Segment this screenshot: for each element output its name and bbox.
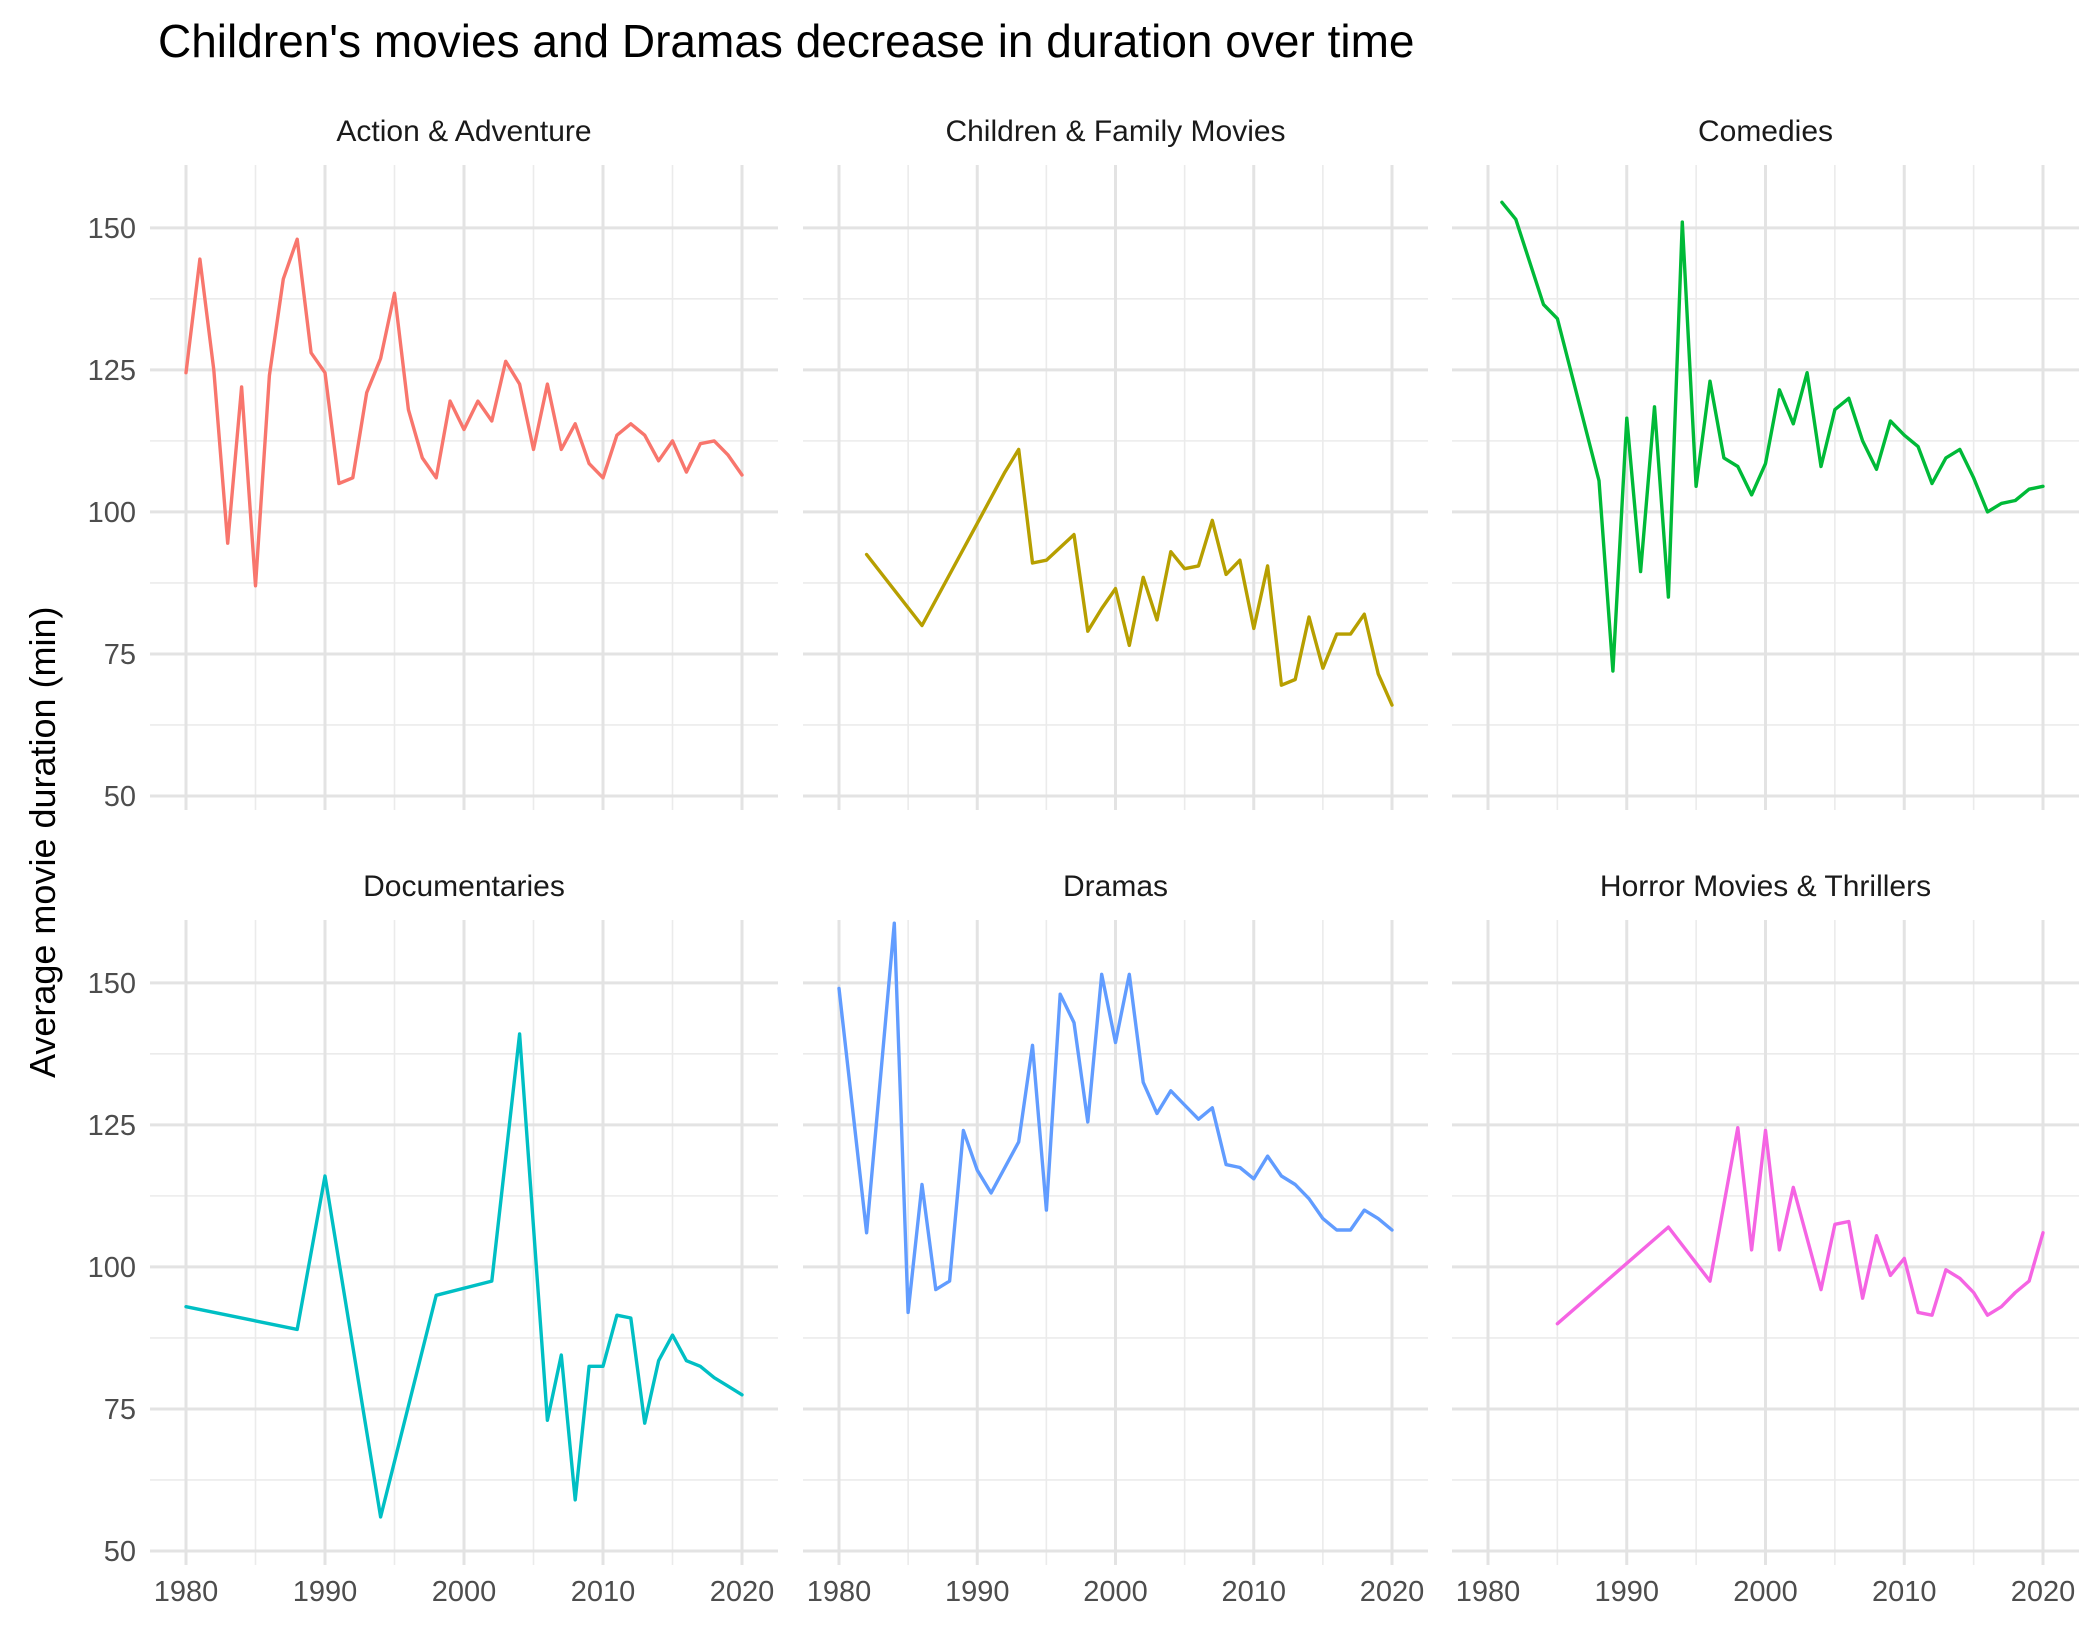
x-tick-label: 2020 [710,1576,775,1608]
x-tick-label: 2020 [2011,1576,2076,1608]
x-tick-label: 2000 [432,1576,497,1608]
facet-strip-label: Documentaries [363,870,565,903]
x-tick-label: 2000 [1733,1576,1798,1608]
x-tick-label: 1990 [293,1576,358,1608]
y-tick-label: 125 [88,355,136,387]
x-tick-label: 1980 [154,1576,219,1608]
series-line [184,1032,744,1519]
y-tick-label: 75 [104,1394,136,1426]
x-tick-label: 2000 [1083,1576,1148,1608]
x-tick-label: 2010 [1872,1576,1937,1608]
x-tick-label: 2010 [571,1576,636,1608]
series-line [1555,1125,2045,1326]
x-tick-label: 2020 [1360,1576,1425,1608]
x-tick-label: 1990 [1594,1576,1659,1608]
facet-strip-label: Horror Movies & Thrillers [1600,870,1931,903]
y-tick-label: 75 [104,639,136,671]
series-line [864,447,1394,707]
facet-strip-label: Dramas [1063,870,1168,903]
x-tick-label: 1980 [807,1576,872,1608]
y-tick-label: 150 [88,968,136,1000]
series-line [837,921,1394,1315]
series-line [1500,200,2045,673]
facet-strip-label: Action & Adventure [336,115,591,148]
facet-strip-label: Children & Family Movies [945,115,1285,148]
series-line [184,237,744,588]
y-tick-label: 150 [88,213,136,245]
x-tick-label: 1990 [945,1576,1010,1608]
y-tick-label: 100 [88,1252,136,1284]
x-tick-label: 1980 [1456,1576,1521,1608]
chart-title: Children's movies and Dramas decrease in… [158,15,1415,67]
y-tick-label: 50 [104,781,136,813]
facet-strip-label: Comedies [1698,115,1833,148]
y-tick-label: 50 [104,1536,136,1568]
x-tick-label: 2010 [1221,1576,1286,1608]
y-tick-label: 100 [88,497,136,529]
y-tick-label: 125 [88,1110,136,1142]
